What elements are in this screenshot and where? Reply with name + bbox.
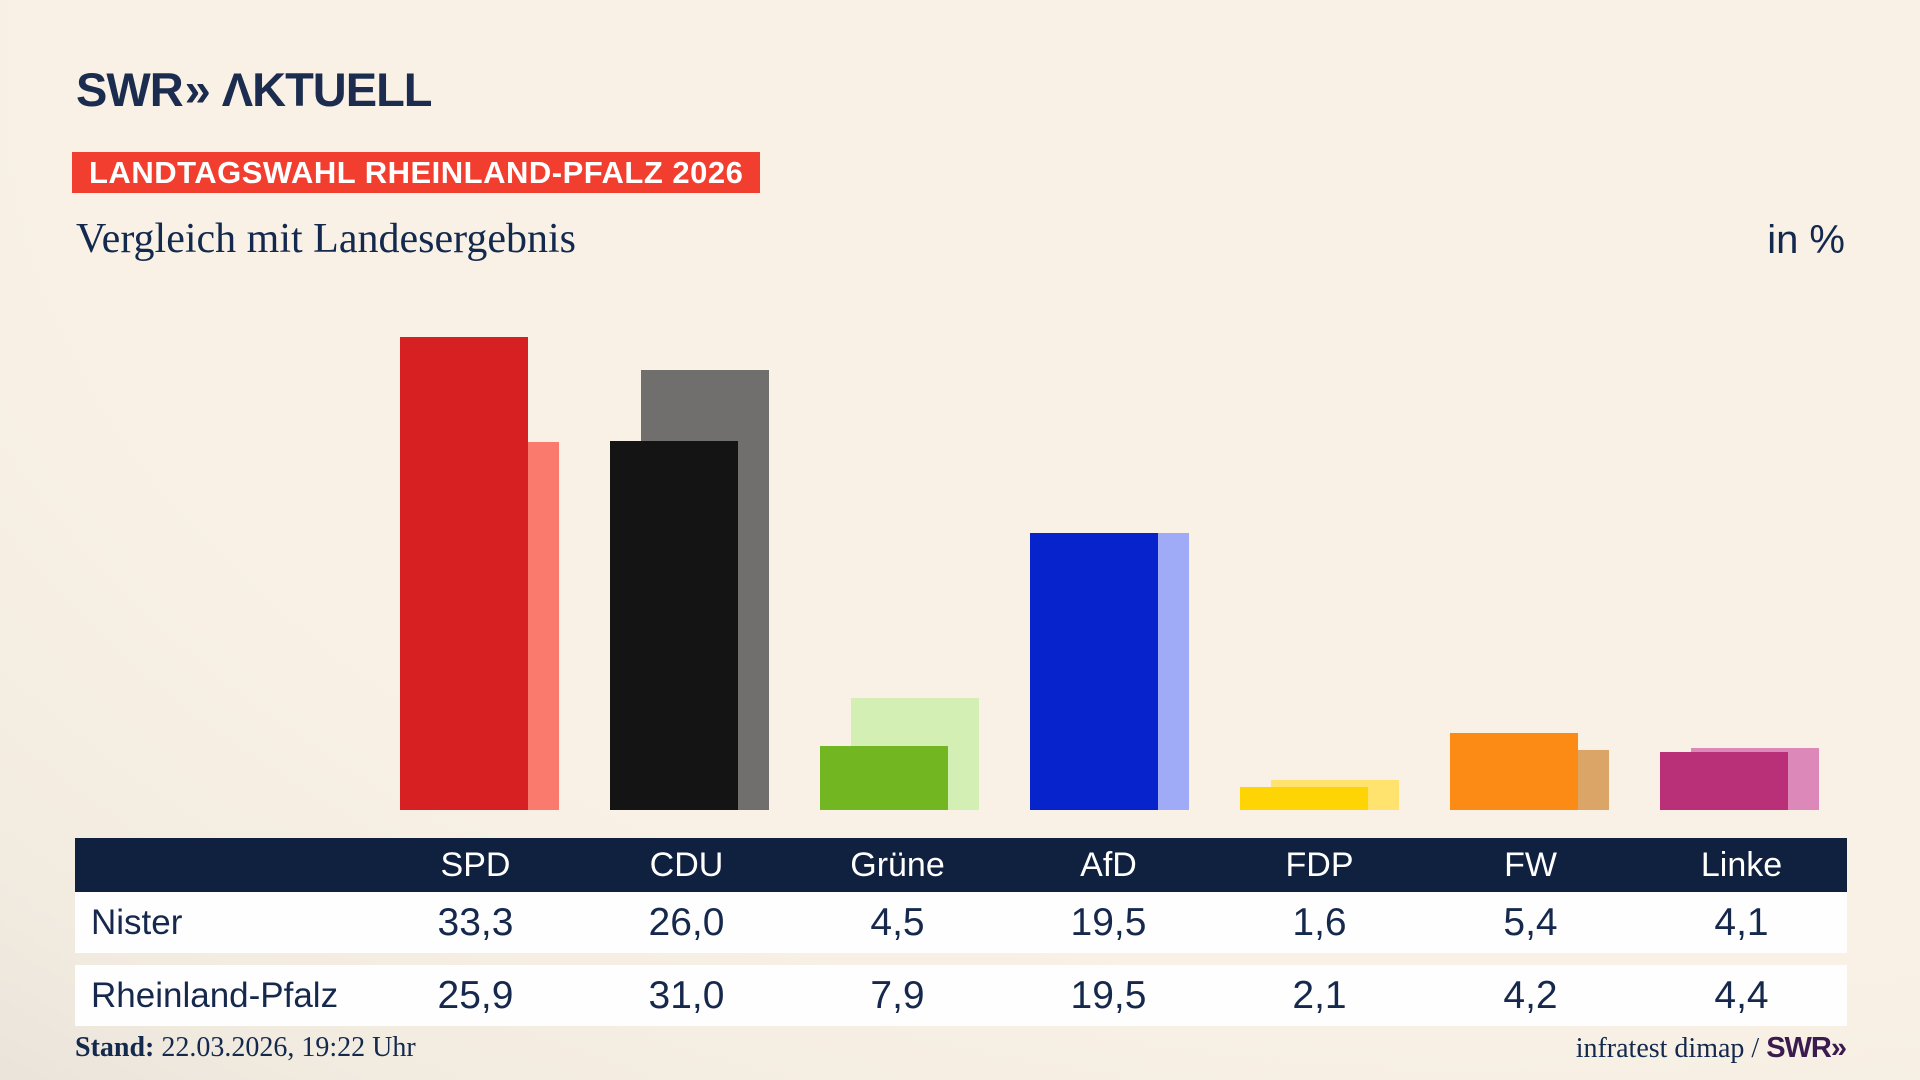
swr-aktuell-logo: SWR» ΛKTUELL — [76, 63, 433, 116]
results-table: SPD CDU Grüne AfD FDP FW Linke Nister 33,3 26,0 4… — [75, 838, 1847, 1026]
value-cell-linke: 4,4 — [1714, 973, 1769, 1017]
value-cell-linke: 4,1 — [1714, 900, 1769, 944]
value-cell-grüne: 7,9 — [870, 973, 925, 1017]
stand-label: Stand: — [75, 1032, 155, 1063]
table-row: Rheinland-Pfalz 25,9 31,0 7,9 19,5 2,1 4,2 4,4 — [75, 965, 1847, 1026]
table-header-row: SPD CDU Grüne AfD FDP FW Linke — [75, 838, 1847, 892]
bar-nister-grüne — [820, 746, 948, 810]
value-cell-afd: 19,5 — [1070, 900, 1147, 944]
swr-brand-mark: SWR» — [1766, 1032, 1847, 1064]
value-cell-cdu: 31,0 — [648, 973, 725, 1017]
value-cell-spd: 25,9 — [437, 973, 514, 1017]
column-header-afd: AfD — [1080, 845, 1137, 884]
source-text: infratest dimap / — [1575, 1033, 1767, 1064]
value-cell-fdp: 1,6 — [1292, 900, 1347, 944]
column-header-grüne: Grüne — [850, 845, 945, 884]
stand-value: 22.03.2026, 19:22 Uhr — [154, 1032, 416, 1063]
double-chevron-icon: » — [184, 63, 211, 116]
row-label: Nister — [91, 902, 183, 942]
row-label: Rheinland-Pfalz — [91, 975, 339, 1015]
column-header-linke: Linke — [1700, 845, 1783, 884]
value-cell-afd: 19,5 — [1070, 973, 1147, 1017]
value-cell-fdp: 2,1 — [1292, 973, 1347, 1017]
bar-nister-afd — [1030, 533, 1158, 810]
column-header-cdu: CDU — [649, 845, 724, 884]
value-cell-grüne: 4,5 — [870, 900, 925, 944]
page-title: Vergleich mit Landesergebnis — [76, 216, 576, 262]
bar-nister-fw — [1450, 733, 1578, 810]
column-header-spd: SPD — [440, 845, 511, 884]
bar-nister-linke — [1660, 752, 1788, 810]
bar-nister-cdu — [610, 441, 738, 810]
unit-label: in % — [1767, 218, 1845, 262]
column-header-fw: FW — [1504, 845, 1557, 884]
stand-line: Stand: 22.03.2026, 19:22 Uhr — [75, 1032, 416, 1064]
column-header-fdp: FDP — [1285, 845, 1354, 884]
source-line: infratest dimap / SWR» — [1575, 1032, 1847, 1065]
bar-nister-spd — [400, 337, 528, 810]
bar-nister-fdp — [1240, 787, 1368, 810]
value-cell-cdu: 26,0 — [648, 900, 725, 944]
aktuell-logo-text: ΛKTUELL — [221, 63, 433, 116]
value-cell-fw: 4,2 — [1503, 973, 1558, 1017]
value-cell-spd: 33,3 — [437, 900, 514, 944]
table-row: Nister 33,3 26,0 4,5 19,5 1,6 5,4 4,1 — [75, 892, 1847, 953]
swr-logo-text: SWR — [76, 63, 184, 116]
election-badge: LANDTAGSWAHL RHEINLAND-PFALZ 2026 — [72, 152, 761, 193]
value-cell-fw: 5,4 — [1503, 900, 1558, 944]
